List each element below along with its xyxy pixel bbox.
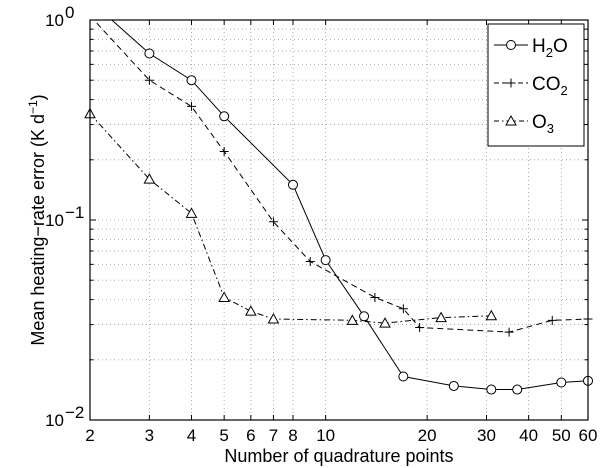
y-axis-label: Mean heating−rate error (K d−1) — [26, 94, 48, 345]
y-tick-label: 10 — [45, 411, 64, 430]
x-tick-label: 6 — [246, 426, 255, 445]
x-tick-label: 40 — [519, 426, 538, 445]
y-tick-exponent: 0 — [65, 3, 74, 22]
x-tick-label: 3 — [145, 426, 154, 445]
y-axis-label-close: ) — [28, 94, 48, 100]
data-point-o3 — [185, 207, 198, 218]
y-axis-label-main: Mean heating−rate error (K d — [28, 114, 48, 346]
x-tick-label: 5 — [219, 426, 228, 445]
x-tick-label: 20 — [418, 426, 437, 445]
data-point-o3 — [245, 305, 257, 316]
data-point-co2 — [547, 315, 557, 325]
legend-marker-h2o — [506, 40, 516, 50]
data-point-h2o — [219, 111, 230, 122]
y-axis-label-sup: −1 — [26, 100, 40, 114]
data-point-h2o — [398, 371, 409, 382]
data-point-h2o — [556, 377, 567, 388]
x-tick-label: 7 — [269, 426, 278, 445]
data-point-h2o — [486, 384, 497, 395]
x-tick-label: 4 — [187, 426, 196, 445]
data-point-o3 — [346, 314, 359, 325]
data-point-o3 — [267, 312, 280, 324]
data-point-co2 — [268, 217, 278, 227]
legend-box — [487, 23, 585, 147]
legend-label-h2o: H2O — [532, 36, 568, 60]
data-point-co2 — [398, 304, 408, 314]
data-point-h2o — [144, 48, 155, 59]
ticks — [89, 20, 589, 421]
legend: H2O CO2 O3 — [487, 23, 585, 147]
data-point-h2o — [287, 179, 298, 190]
data-point-o3 — [435, 311, 447, 323]
data-point-co2 — [144, 75, 154, 85]
data-point-co2 — [504, 327, 514, 337]
data-point-co2 — [305, 257, 315, 267]
data-point-o3 — [218, 291, 231, 302]
x-tick-label: 60 — [579, 426, 598, 445]
data-point-h2o — [186, 75, 197, 86]
legend-label-co2: CO2 — [532, 74, 568, 98]
x-axis-label: Number of quadrature points — [224, 446, 453, 466]
data-point-co2 — [186, 101, 196, 111]
data-point-h2o — [359, 311, 370, 322]
data-point-h2o — [512, 384, 523, 395]
x-tick-label: 2 — [85, 426, 94, 445]
data-point-o3 — [485, 309, 498, 321]
data-point-h2o — [448, 380, 459, 391]
data-point-h2o — [320, 255, 331, 266]
x-tick-label: 50 — [552, 426, 571, 445]
series-line-o3 — [90, 113, 492, 324]
data-point-o3 — [143, 173, 156, 184]
legend-label-o3: O3 — [532, 112, 554, 136]
y-tick-label: 10 — [45, 11, 64, 30]
x-tick-label: 10 — [316, 426, 335, 445]
data-point-co2 — [219, 147, 229, 157]
y-tick-exponent: −1 — [65, 203, 84, 222]
data-point-co2 — [415, 323, 425, 333]
data-point-co2 — [370, 292, 380, 302]
legend-marker-co2 — [506, 78, 516, 88]
x-tick-label: 30 — [477, 426, 496, 445]
y-tick-label: 10 — [45, 211, 64, 230]
data-point-o3 — [379, 317, 391, 328]
legend-marker-o3 — [505, 114, 517, 126]
x-tick-label: 8 — [288, 426, 297, 445]
y-tick-exponent: −2 — [65, 403, 84, 422]
